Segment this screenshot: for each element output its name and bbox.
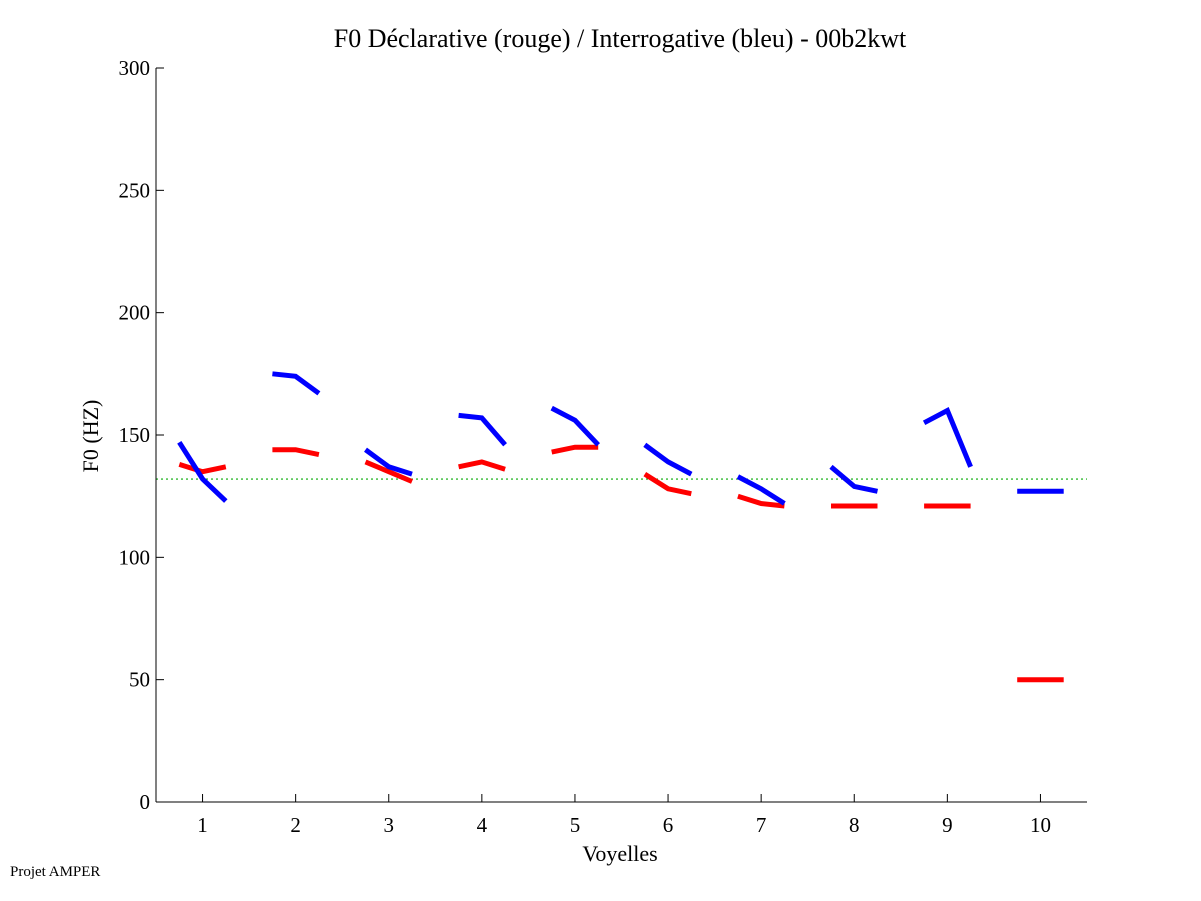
x-tick-label-1: 1 xyxy=(197,813,208,837)
series-2-segment-6 xyxy=(643,442,693,477)
x-tick-label-10: 10 xyxy=(1030,813,1051,837)
y-tick-label-300: 300 xyxy=(119,56,151,80)
y-axis-label: F0 (HZ) xyxy=(78,400,103,473)
y-tick-label-100: 100 xyxy=(119,545,151,569)
series-2-segment-1 xyxy=(177,440,228,503)
series-1-segment-5 xyxy=(551,444,599,455)
x-tick-label-8: 8 xyxy=(849,813,860,837)
series-1-segment-2 xyxy=(272,447,320,458)
series-1-segment-3 xyxy=(364,459,413,484)
x-tick-label-9: 9 xyxy=(942,813,953,837)
series-2-segment-9 xyxy=(922,407,973,468)
series-2-segment-3 xyxy=(364,447,413,477)
y-tick-label-50: 50 xyxy=(129,668,150,692)
x-tick-label-7: 7 xyxy=(756,813,767,837)
series-2-segment-2 xyxy=(272,371,321,396)
series-1-segment-1 xyxy=(178,462,227,475)
series-2-segment-4 xyxy=(458,412,507,447)
y-tick-label-0: 0 xyxy=(140,790,151,814)
series-1-segment-4 xyxy=(458,459,506,472)
series-2-segment-8 xyxy=(829,464,879,494)
x-tick-label-5: 5 xyxy=(570,813,581,837)
y-tick-label-250: 250 xyxy=(119,178,151,202)
plot-area xyxy=(156,371,1087,683)
chart-title: F0 Déclarative (rouge) / Interrogative (… xyxy=(334,24,907,53)
y-tick-label-200: 200 xyxy=(119,301,151,325)
series-2-segment-7 xyxy=(736,474,786,506)
x-tick-label-2: 2 xyxy=(290,813,301,837)
x-tick-label-6: 6 xyxy=(663,813,674,837)
series-2-segment-5 xyxy=(550,405,601,447)
series-1-segment-7 xyxy=(737,493,785,509)
x-tick-label-4: 4 xyxy=(477,813,488,837)
y-tick-label-150: 150 xyxy=(119,423,151,447)
x-tick-label-3: 3 xyxy=(384,813,395,837)
series-1-segment-6 xyxy=(643,471,692,497)
x-axis-label: Voyelles xyxy=(582,841,657,866)
footer-credit: Projet AMPER xyxy=(10,864,101,880)
axes: 0 50 100 150 200 250 300 1 2 3 4 5 6 7 8 9 10 xyxy=(119,56,1087,837)
